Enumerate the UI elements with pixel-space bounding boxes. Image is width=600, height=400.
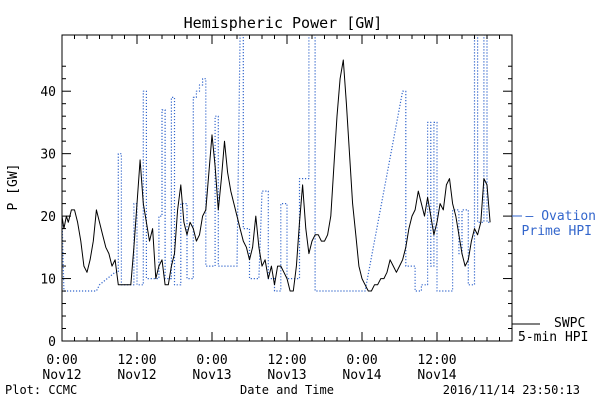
y-tick-label: 10 — [40, 273, 56, 288]
x-tick-date-label: Nov12 — [42, 368, 81, 383]
tick-labels: 0102030400:00Nov1212:00Nov120:00Nov1312:… — [40, 85, 456, 383]
plot-credit: Plot: CCMC — [5, 383, 77, 397]
x-tick-time-label: 12:00 — [267, 353, 306, 368]
chart-title: Hemispheric Power [GW] — [184, 14, 383, 32]
x-tick-date-label: Nov14 — [417, 368, 456, 383]
legend-ovation-line1: — Ovation — [526, 209, 596, 224]
x-tick-time-label: 0:00 — [346, 353, 377, 368]
x-tick-date-label: Nov12 — [117, 368, 156, 383]
x-tick-date-label: Nov13 — [267, 368, 306, 383]
series-line-ovation-prime-hpi — [62, 35, 491, 292]
x-tick-time-label: 12:00 — [417, 353, 456, 368]
legend-ovation-line2: Prime HPI — [522, 224, 592, 239]
plot-area — [62, 35, 491, 292]
x-tick-time-label: 12:00 — [117, 353, 156, 368]
axes — [61, 34, 513, 342]
x-tick-time-label: 0:00 — [196, 353, 227, 368]
plot-timestamp: 2016/11/14 23:50:13 — [443, 383, 580, 397]
y-axis-label: P [GW] — [6, 164, 21, 211]
x-axis-label: Date and Time — [240, 383, 334, 397]
y-tick-label: 0 — [48, 335, 56, 350]
legend-swpc-line1: SWPC — [554, 316, 585, 331]
series-line-swpc-5-min-hpi — [62, 59, 491, 292]
y-tick-label: 40 — [40, 85, 56, 100]
x-tick-date-label: Nov14 — [342, 368, 381, 383]
x-tick-date-label: Nov13 — [192, 368, 231, 383]
x-tick-time-label: 0:00 — [46, 353, 77, 368]
y-tick-label: 30 — [40, 148, 56, 163]
y-tick-label: 20 — [40, 210, 56, 225]
legend-swpc-line2: 5-min HPI — [518, 330, 588, 345]
